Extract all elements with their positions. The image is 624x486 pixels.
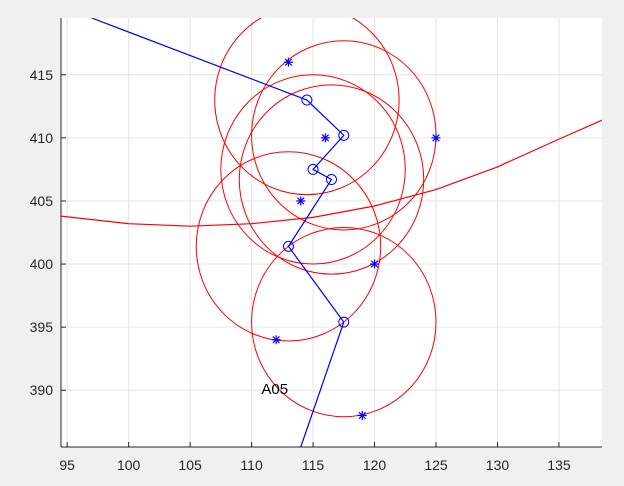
x-tick-label: 110: [240, 457, 263, 473]
star-marker: [320, 133, 330, 143]
range-circle: [251, 226, 437, 418]
y-tick-label: 390: [30, 382, 54, 398]
star-marker-stroke: [284, 58, 293, 66]
y-tick-label: 405: [30, 193, 54, 209]
axes-background: [61, 18, 602, 447]
x-tick-label: 100: [117, 457, 141, 473]
star-marker: [283, 57, 293, 67]
y-tick-labels: 390 395 400 405 410 415: [30, 67, 54, 398]
star-marker: [271, 335, 281, 345]
x-tick-label: 130: [486, 457, 510, 473]
y-tick-label: 400: [30, 256, 54, 272]
red-curve: [61, 119, 602, 227]
x-tick-label: 105: [178, 457, 202, 473]
star-marker: [370, 259, 380, 269]
star-marker-stroke: [272, 336, 280, 344]
x-tick-label: 95: [59, 457, 75, 473]
path-node-marker: [338, 129, 350, 141]
star-marker-series: [271, 57, 441, 420]
x-tick-label: 125: [424, 457, 448, 473]
star-marker-stroke: [370, 260, 379, 268]
star-marker: [431, 133, 441, 143]
x-tick-label: 115: [302, 457, 325, 473]
range-circle: [214, 18, 400, 196]
y-tick-label: 395: [30, 319, 54, 335]
axes: [60, 18, 602, 448]
star-marker-stroke: [358, 411, 366, 420]
y-tick-label: 410: [30, 130, 54, 146]
range-circle: [238, 84, 425, 275]
path-node-series: [282, 94, 350, 328]
y-tick-label: 415: [30, 67, 54, 83]
path-node-marker: [282, 240, 294, 252]
x-tick-label: 120: [363, 457, 387, 473]
path-node-marker: [301, 94, 313, 106]
star-marker-stroke: [297, 197, 305, 205]
range-circle: [220, 74, 406, 265]
star-marker-stroke: [321, 134, 330, 142]
annotations: A05: [261, 381, 288, 398]
annotation-label: A05: [261, 381, 288, 398]
x-tick-labels: 95 100 105 110 115 120 125 130 135: [59, 457, 570, 473]
blue-path: [91, 18, 345, 447]
path-node-marker: [307, 163, 319, 175]
plot-area: [61, 18, 602, 447]
path-node-marker: [326, 174, 337, 186]
star-marker: [357, 410, 367, 420]
path-node-marker: [338, 316, 350, 328]
range-circle: [195, 151, 382, 342]
circle-series: [195, 18, 437, 418]
x-tick-label: 135: [547, 457, 571, 473]
star-marker: [296, 196, 306, 206]
star-marker-stroke: [432, 134, 440, 142]
